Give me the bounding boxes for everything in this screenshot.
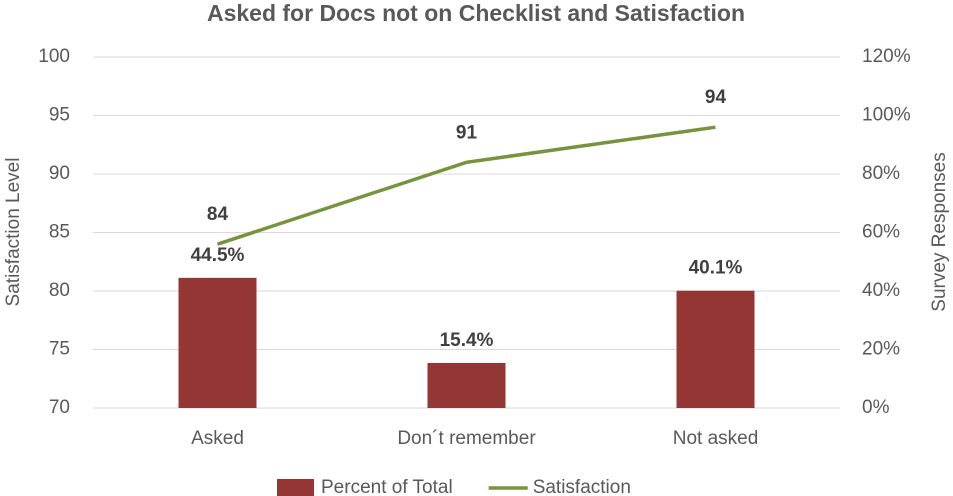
data-label: 94 [705,87,727,108]
bar [676,290,755,408]
y-tick-label: 80 [49,280,70,301]
y2-tick-label: 80% [862,163,900,184]
y-tick-label: 100 [38,46,70,67]
y2-tick-label: 40% [862,280,900,301]
y-tick-label: 75 [49,339,70,360]
y-axis-label: Satisfaction Level [3,158,24,307]
bar [178,277,257,408]
legend-label: Percent of Total [321,477,453,496]
x-tick-label: Not asked [673,428,759,449]
x-tick-label: Don´t remember [397,428,536,449]
chart-title: Asked for Docs not on Checklist and Sati… [207,0,745,26]
y-tick-label: 85 [49,222,70,243]
y-tick-label: 70 [49,397,70,418]
legend-swatch [277,479,314,496]
data-label: 15.4% [440,330,494,351]
x-tick-label: Asked [191,428,244,449]
y-tick-label: 90 [49,163,70,184]
legend-label: Satisfaction [533,477,631,496]
y-tick-label: 95 [49,105,70,126]
y2-tick-label: 20% [862,339,900,360]
data-label: 84 [207,204,229,225]
y2-tick-label: 120% [862,46,911,67]
bar [427,362,506,408]
y2-axis-label: Survey Responses [929,152,950,311]
y2-tick-label: 100% [862,105,911,126]
y2-tick-label: 60% [862,222,900,243]
line [216,125,716,246]
y2-tick-label: 0% [862,397,890,418]
data-label: 40.1% [689,258,743,279]
data-label: 44.5% [191,245,245,266]
data-label: 91 [456,122,478,143]
